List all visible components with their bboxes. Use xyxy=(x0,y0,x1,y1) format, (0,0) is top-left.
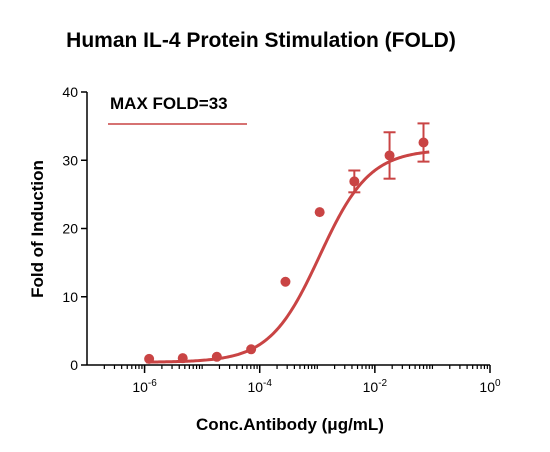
max-fold-annotation: MAX FOLD=33 xyxy=(110,94,228,113)
data-point-3 xyxy=(211,351,222,362)
data-point-9 xyxy=(418,137,429,148)
y-axis-label: Fold of Induction xyxy=(28,160,47,298)
x-tick-label: 100 xyxy=(479,378,501,395)
plot-area xyxy=(144,122,430,364)
data-point-1 xyxy=(144,353,155,364)
data-point-5 xyxy=(280,276,291,287)
chart-title: Human IL-4 Protein Stimulation (FOLD) xyxy=(66,29,456,52)
y-tick-label: 40 xyxy=(62,84,78,100)
fit-curve xyxy=(146,150,430,364)
y-tick-label: 10 xyxy=(62,289,78,305)
x-axis-label: Conc.Antibody (μg/mL) xyxy=(196,415,384,434)
x-tick-label: 10-2 xyxy=(363,378,388,395)
y-tick-label: 30 xyxy=(62,152,78,168)
x-tick-label: 10-6 xyxy=(132,378,157,395)
data-point-4 xyxy=(246,344,257,355)
data-point-2 xyxy=(177,353,188,364)
data-point-6 xyxy=(314,207,325,218)
y-tick-label: 20 xyxy=(62,221,78,237)
data-point-8 xyxy=(384,150,395,161)
y-tick-label: 0 xyxy=(70,357,78,373)
x-tick-label: 10-4 xyxy=(247,378,272,395)
axes: 0 10 20 30 40 10-6 10-4 10-2 100 xyxy=(62,84,501,395)
data-point-7 xyxy=(349,176,360,187)
